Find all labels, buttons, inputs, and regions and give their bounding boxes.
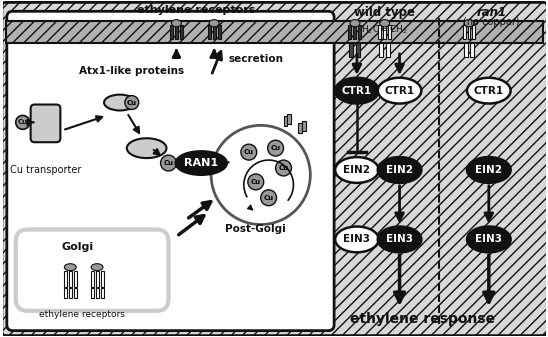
Bar (472, 25, 476, 39)
Text: Cu: Cu (18, 119, 28, 125)
Bar (467, 25, 471, 39)
Bar (90, 288, 94, 298)
Ellipse shape (378, 226, 421, 252)
Bar (208, 25, 210, 39)
Ellipse shape (464, 20, 474, 27)
Bar (218, 25, 220, 39)
Text: Cu: Cu (271, 145, 281, 151)
Ellipse shape (350, 20, 360, 27)
Text: Cu: Cu (250, 179, 261, 185)
Bar (69, 271, 72, 287)
Bar (69, 288, 72, 298)
FancyBboxPatch shape (7, 11, 334, 331)
Circle shape (16, 116, 30, 129)
Ellipse shape (378, 78, 421, 103)
Bar (353, 25, 356, 39)
Bar (383, 25, 386, 39)
Text: ethylene receptors: ethylene receptors (137, 5, 255, 16)
Bar (350, 43, 353, 57)
Text: EIN2: EIN2 (475, 165, 503, 175)
Ellipse shape (209, 20, 219, 27)
Bar (463, 25, 465, 39)
Ellipse shape (64, 264, 76, 271)
Text: EIN2: EIN2 (386, 165, 413, 175)
Circle shape (276, 160, 292, 176)
Ellipse shape (378, 157, 421, 183)
Text: ethylene receptors: ethylene receptors (39, 310, 125, 319)
Ellipse shape (467, 226, 511, 252)
Text: CTR1: CTR1 (385, 86, 415, 96)
Ellipse shape (335, 226, 379, 252)
FancyBboxPatch shape (16, 229, 168, 311)
FancyBboxPatch shape (31, 104, 60, 142)
Bar (388, 25, 391, 39)
Text: ethylene response: ethylene response (350, 312, 495, 326)
Text: (no copper): (no copper) (464, 17, 520, 27)
Text: RAN1: RAN1 (184, 158, 218, 168)
Circle shape (125, 96, 139, 110)
Bar (74, 288, 77, 298)
Bar (100, 288, 104, 298)
Bar (349, 25, 351, 39)
Ellipse shape (172, 20, 181, 27)
Text: Post-Golgi: Post-Golgi (225, 224, 286, 235)
Bar (283, 116, 288, 126)
Ellipse shape (467, 157, 511, 183)
Text: Cu: Cu (264, 195, 273, 201)
Bar (386, 43, 390, 57)
Bar (95, 288, 99, 298)
Bar (6, 21, 544, 43)
Ellipse shape (175, 151, 227, 175)
Ellipse shape (91, 264, 103, 271)
Circle shape (248, 174, 264, 190)
Circle shape (261, 190, 277, 206)
Circle shape (267, 140, 283, 156)
Text: wild type: wild type (354, 6, 415, 19)
Bar (471, 43, 475, 57)
Ellipse shape (335, 157, 379, 183)
Bar (64, 271, 67, 287)
Text: EIN2: EIN2 (344, 165, 370, 175)
Text: $\rm H_2C{=}CH_2$: $\rm H_2C{=}CH_2$ (361, 23, 408, 36)
Bar (356, 43, 361, 57)
Bar (379, 43, 383, 57)
Text: Golgi: Golgi (61, 242, 93, 252)
Ellipse shape (380, 20, 390, 27)
Text: EIN3: EIN3 (475, 235, 503, 244)
Bar (95, 271, 99, 287)
Bar (464, 43, 467, 57)
Circle shape (241, 144, 257, 160)
Bar (170, 25, 173, 39)
Circle shape (161, 155, 176, 171)
Bar (74, 271, 77, 287)
Ellipse shape (335, 78, 379, 103)
Text: Atx1-like proteins: Atx1-like proteins (79, 66, 184, 76)
Text: secretion: secretion (229, 54, 284, 64)
Text: Cu: Cu (127, 99, 137, 105)
Bar (299, 123, 302, 133)
Ellipse shape (211, 125, 310, 224)
Bar (90, 271, 94, 287)
Text: Cu: Cu (163, 160, 174, 166)
Text: CTR1: CTR1 (474, 86, 504, 96)
Bar (175, 25, 178, 39)
Text: Cu: Cu (278, 165, 289, 171)
Ellipse shape (127, 138, 167, 158)
Ellipse shape (467, 78, 511, 103)
Bar (378, 25, 381, 39)
Bar (302, 121, 306, 131)
Text: Cu transporter: Cu transporter (10, 165, 81, 175)
Ellipse shape (104, 95, 136, 111)
Bar (180, 25, 183, 39)
Text: Cu: Cu (244, 149, 254, 155)
Text: EIN3: EIN3 (386, 235, 413, 244)
Bar (64, 288, 67, 298)
Bar (100, 271, 104, 287)
Bar (288, 115, 292, 124)
Text: CTR1: CTR1 (342, 86, 372, 96)
Text: ran1: ran1 (477, 6, 507, 19)
Bar (358, 25, 361, 39)
Bar (213, 25, 215, 39)
Text: EIN3: EIN3 (344, 235, 370, 244)
